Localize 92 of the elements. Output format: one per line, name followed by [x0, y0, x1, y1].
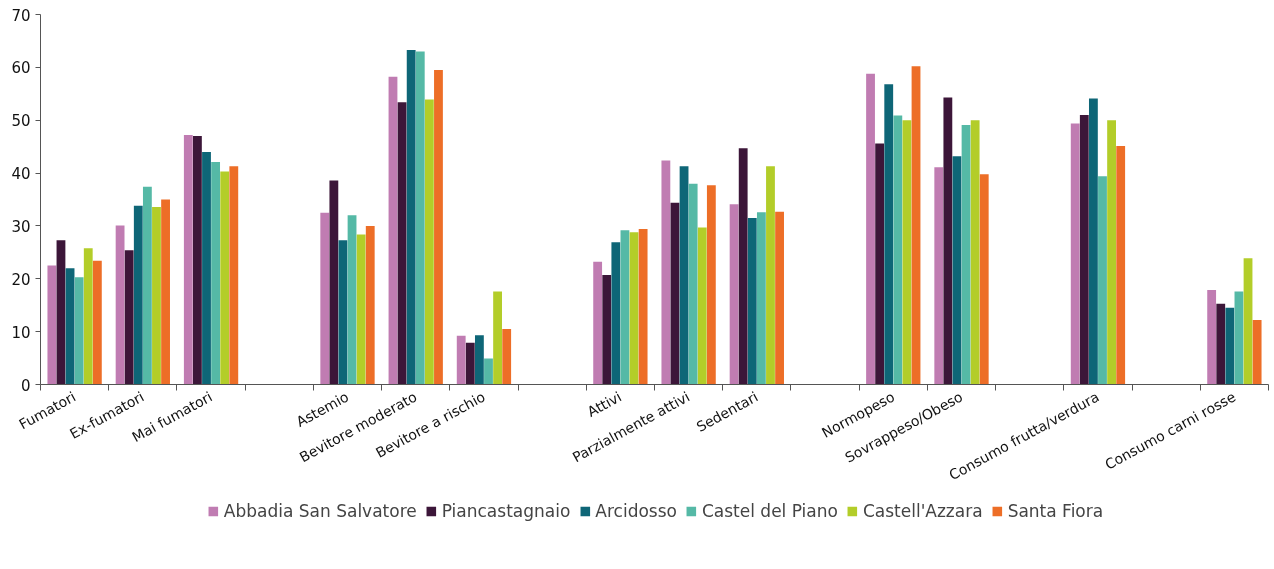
bar: [152, 206, 161, 385]
bar: [661, 160, 671, 385]
bar: [934, 167, 944, 385]
bar: [943, 97, 953, 385]
bar: [329, 180, 339, 385]
bar: [1243, 258, 1253, 385]
y-tick-label: 50: [11, 112, 31, 131]
bar: [679, 166, 689, 385]
y-tick-label: 20: [11, 270, 31, 289]
y-tick-label: 60: [11, 59, 31, 78]
bar: [706, 185, 716, 385]
bar: [347, 215, 357, 385]
bar: [484, 358, 493, 385]
legend-label: Piancastagnaio: [441, 501, 571, 521]
bar: [365, 225, 375, 385]
bar: [1225, 307, 1235, 385]
bar: [397, 102, 407, 385]
y-tick-label: 30: [11, 217, 31, 236]
bar: [1079, 114, 1089, 385]
bar: [1234, 291, 1244, 385]
bar: [202, 151, 211, 385]
bar: [602, 275, 612, 385]
bar: [456, 335, 466, 385]
bar: [65, 268, 75, 385]
bar: [756, 212, 766, 385]
bar: [1098, 176, 1107, 385]
bar: [902, 120, 912, 385]
bar: [406, 49, 416, 385]
bar: [620, 230, 630, 385]
bar: [961, 124, 971, 385]
bar: [884, 84, 894, 385]
bar: [729, 204, 739, 385]
bar: [766, 166, 775, 385]
y-tick-label: 10: [11, 323, 31, 342]
bar: [1107, 120, 1116, 385]
bar: [502, 329, 512, 385]
bar: [638, 229, 648, 385]
bar: [688, 183, 698, 385]
y-tick-label: 40: [11, 165, 31, 184]
bar: [493, 291, 502, 385]
bar: [115, 225, 125, 385]
bar: [161, 199, 170, 385]
bar: [893, 115, 903, 385]
bar: [356, 234, 366, 385]
bar: [1070, 123, 1080, 385]
bar: [74, 277, 84, 385]
bar: [124, 250, 134, 385]
bar: [697, 227, 707, 385]
bar: [979, 174, 989, 385]
bar: [747, 218, 757, 385]
legend-label: Castell'Azzara: [862, 501, 983, 521]
bar: [629, 232, 639, 385]
bar: [1207, 289, 1217, 385]
bar: [866, 73, 875, 385]
bar: [92, 260, 102, 385]
bar: [415, 51, 425, 385]
bar: [775, 211, 784, 385]
bar: [875, 143, 885, 385]
bar: [133, 205, 143, 385]
bar: [183, 135, 193, 385]
bar: [738, 148, 748, 385]
bar: [1088, 98, 1098, 385]
bar: [611, 242, 621, 385]
bar: [911, 66, 921, 385]
legend-label: Abbadia San Salvatore: [223, 501, 417, 521]
bar: [593, 261, 603, 385]
bar: [1216, 303, 1226, 385]
legend-label: Santa Fiora: [1007, 501, 1104, 521]
bar: [229, 166, 239, 385]
bar: [670, 202, 680, 385]
bar: [465, 342, 475, 385]
legend-label: Castel del Piano: [701, 501, 838, 521]
bar: [388, 76, 398, 385]
bar: [47, 265, 57, 385]
bar: [83, 248, 93, 385]
bar: [142, 186, 152, 385]
bar: [1252, 320, 1262, 385]
legend-label: Arcidosso: [595, 501, 677, 521]
bar: [211, 161, 221, 385]
bar: [474, 335, 484, 385]
y-tick-label: 70: [11, 6, 31, 25]
bar: [220, 171, 230, 385]
bar: [1116, 146, 1126, 385]
bar: [320, 212, 330, 385]
bar: [193, 136, 202, 385]
bar: [338, 240, 348, 385]
y-tick-label: 0: [20, 376, 31, 395]
bar: [56, 240, 66, 385]
bar: [952, 156, 962, 385]
bar: [970, 120, 980, 385]
bar: [424, 99, 434, 385]
bar: [434, 70, 443, 385]
